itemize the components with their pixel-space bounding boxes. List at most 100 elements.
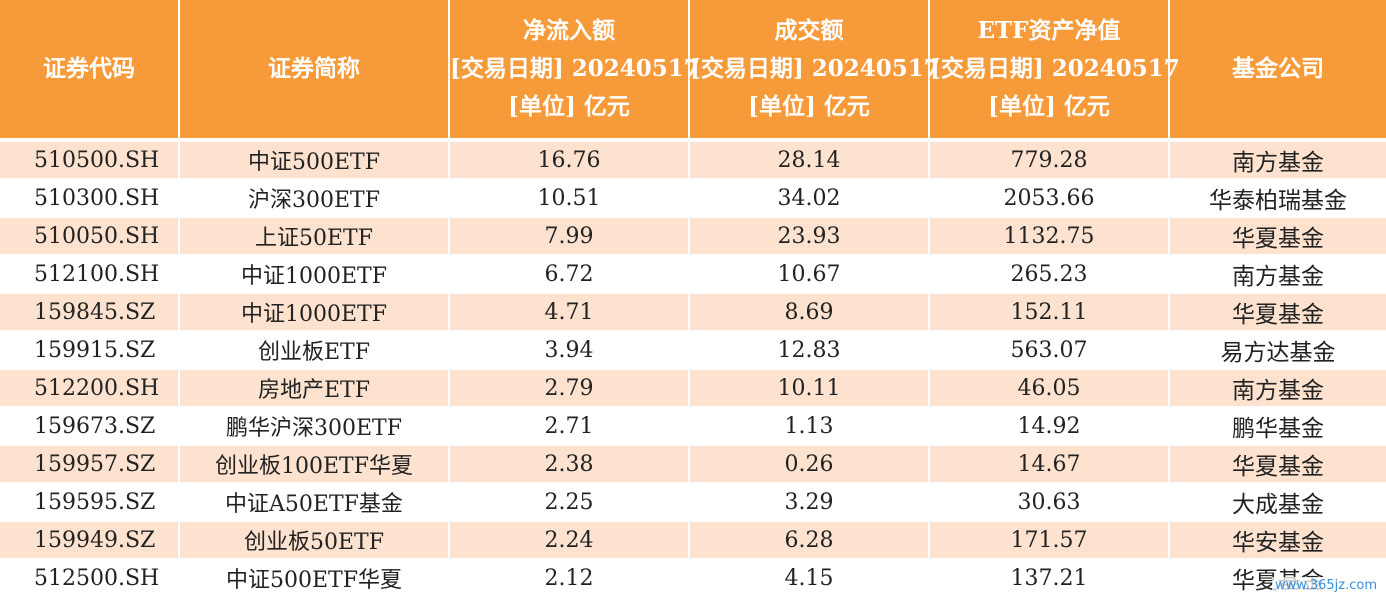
header-fund-company: 基金公司: [1169, 0, 1386, 142]
cell-net-inflow: 3.94: [449, 331, 690, 370]
cell-etf-nav: 14.67: [929, 445, 1170, 484]
cell-fund-company: 华安基金: [1169, 521, 1386, 560]
header-line: [交易日期] 20240517: [930, 55, 1180, 82]
header-row: 证券代码 证券简称 净流入额 [交易日期] 20240517 [单位] 亿元 成交额 [交易…: [0, 0, 1386, 142]
table-row: 512100.SH 中证1000ETF 6.72 10.67 265.23 南方基金: [0, 255, 1386, 294]
cell-security-name: 鹏华沪深300ETF: [179, 407, 450, 446]
header-line: [单位] 亿元: [508, 93, 630, 120]
cell-etf-nav: 563.07: [929, 331, 1170, 370]
cell-security-code: 512200.SH: [0, 369, 180, 408]
header-line: [单位] 亿元: [748, 93, 870, 120]
cell-security-name: 中证500ETF: [179, 140, 450, 180]
table-row: 510500.SH 中证500ETF 16.76 28.14 779.28 南方基金: [0, 140, 1386, 180]
cell-net-inflow: 10.51: [449, 179, 690, 218]
header-line: 基金公司: [1232, 55, 1324, 82]
cell-fund-company: 华夏基金: [1169, 217, 1386, 256]
cell-turnover: 6.28: [689, 521, 930, 560]
cell-etf-nav: 152.11: [929, 293, 1170, 332]
cell-security-code: 159915.SZ: [0, 331, 180, 370]
cell-turnover: 8.69: [689, 293, 930, 332]
cell-etf-nav: 1132.75: [929, 217, 1170, 256]
cell-turnover: 12.83: [689, 331, 930, 370]
cell-etf-nav: 30.63: [929, 483, 1170, 522]
header-security-name: 证券简称: [179, 0, 450, 142]
header-turnover: 成交额 [交易日期] 20240517 [单位] 亿元: [689, 0, 940, 142]
cell-security-name: 上证50ETF: [179, 217, 450, 256]
table-body: 510500.SH 中证500ETF 16.76 28.14 779.28 南方基金 510…: [0, 140, 1386, 598]
cell-etf-nav: 171.57: [929, 521, 1170, 560]
cell-security-name: 创业板100ETF华夏: [179, 445, 450, 484]
table-row: 159915.SZ 创业板ETF 3.94 12.83 563.07 易方达基金: [0, 331, 1386, 370]
cell-security-name: 中证A50ETF基金: [179, 483, 450, 522]
cell-security-code: 510050.SH: [0, 217, 180, 256]
table-row: 159595.SZ 中证A50ETF基金 2.25 3.29 30.63 大成基金: [0, 483, 1386, 522]
table-row: 512200.SH 房地产ETF 2.79 10.11 46.05 南方基金: [0, 369, 1386, 408]
cell-turnover: 28.14: [689, 140, 930, 180]
cell-fund-company: 华夏基金: [1169, 293, 1386, 332]
cell-net-inflow: 2.71: [449, 407, 690, 446]
cell-fund-company: 南方基金: [1169, 255, 1386, 294]
header-etf-nav: ETF资产净值 [交易日期] 20240517 [单位] 亿元: [929, 0, 1180, 142]
cell-fund-company: 鹏华基金: [1169, 407, 1386, 446]
header-line: 证券简称: [268, 55, 360, 82]
header-line: 证券代码: [43, 55, 135, 82]
table-row: 159673.SZ 鹏华沪深300ETF 2.71 1.13 14.92 鹏华基金: [0, 407, 1386, 446]
header-line: [单位] 亿元: [988, 93, 1110, 120]
cell-net-inflow: 7.99: [449, 217, 690, 256]
cell-net-inflow: 2.38: [449, 445, 690, 484]
cell-security-code: 159949.SZ: [0, 521, 180, 560]
cell-etf-nav: 14.92: [929, 407, 1170, 446]
cell-etf-nav: 137.21: [929, 559, 1170, 598]
cell-security-name: 中证1000ETF: [179, 255, 450, 294]
site-watermark: www.365jz.com: [1272, 577, 1380, 594]
cell-turnover: 23.93: [689, 217, 930, 256]
header-line: [交易日期] 20240517: [690, 55, 940, 82]
cell-security-code: 159673.SZ: [0, 407, 180, 446]
cell-security-name: 房地产ETF: [179, 369, 450, 408]
cell-etf-nav: 2053.66: [929, 179, 1170, 218]
cell-security-code: 510300.SH: [0, 179, 180, 218]
cell-turnover: 10.11: [689, 369, 930, 408]
cell-turnover: 4.15: [689, 559, 930, 598]
cell-security-code: 512500.SH: [0, 559, 180, 598]
cell-security-name: 中证1000ETF: [179, 293, 450, 332]
cell-security-code: 159595.SZ: [0, 483, 180, 522]
cell-fund-company: 华夏基金: [1169, 445, 1386, 484]
cell-fund-company: 华泰柏瑞基金: [1169, 179, 1386, 218]
table-row: 159949.SZ 创业板50ETF 2.24 6.28 171.57 华安基金: [0, 521, 1386, 560]
cell-security-code: 510500.SH: [0, 140, 180, 180]
cell-security-code: 159957.SZ: [0, 445, 180, 484]
cell-turnover: 34.02: [689, 179, 930, 218]
cell-net-inflow: 6.72: [449, 255, 690, 294]
cell-etf-nav: 265.23: [929, 255, 1170, 294]
cell-security-name: 创业板ETF: [179, 331, 450, 370]
table-row: 159845.SZ 中证1000ETF 4.71 8.69 152.11 华夏基金: [0, 293, 1386, 332]
cell-net-inflow: 2.24: [449, 521, 690, 560]
cell-fund-company: 南方基金: [1169, 140, 1386, 180]
cell-turnover: 3.29: [689, 483, 930, 522]
cell-security-name: 沪深300ETF: [179, 179, 450, 218]
cell-etf-nav: 779.28: [929, 140, 1170, 180]
cell-security-code: 512100.SH: [0, 255, 180, 294]
header-net-inflow: 净流入额 [交易日期] 20240517 [单位] 亿元: [449, 0, 700, 142]
table-row: 159957.SZ 创业板100ETF华夏 2.38 0.26 14.67 华夏基金: [0, 445, 1386, 484]
header-security-code: 证券代码: [0, 0, 180, 142]
cell-fund-company: 易方达基金: [1169, 331, 1386, 370]
cell-net-inflow: 4.71: [449, 293, 690, 332]
cell-security-name: 创业板50ETF: [179, 521, 450, 560]
cell-etf-nav: 46.05: [929, 369, 1170, 408]
cell-net-inflow: 2.12: [449, 559, 690, 598]
table-header: 证券代码 证券简称 净流入额 [交易日期] 20240517 [单位] 亿元 成交额 [交易…: [0, 0, 1386, 142]
cell-turnover: 0.26: [689, 445, 930, 484]
cell-turnover: 1.13: [689, 407, 930, 446]
cell-security-name: 中证500ETF华夏: [179, 559, 450, 598]
header-line: ETF资产净值: [977, 17, 1121, 44]
cell-security-code: 159845.SZ: [0, 293, 180, 332]
cell-fund-company: 大成基金: [1169, 483, 1386, 522]
table-row: 510050.SH 上证50ETF 7.99 23.93 1132.75 华夏基金: [0, 217, 1386, 256]
header-line: 净流入额: [523, 17, 615, 44]
header-line: [交易日期] 20240517: [450, 55, 700, 82]
cell-net-inflow: 16.76: [449, 140, 690, 180]
